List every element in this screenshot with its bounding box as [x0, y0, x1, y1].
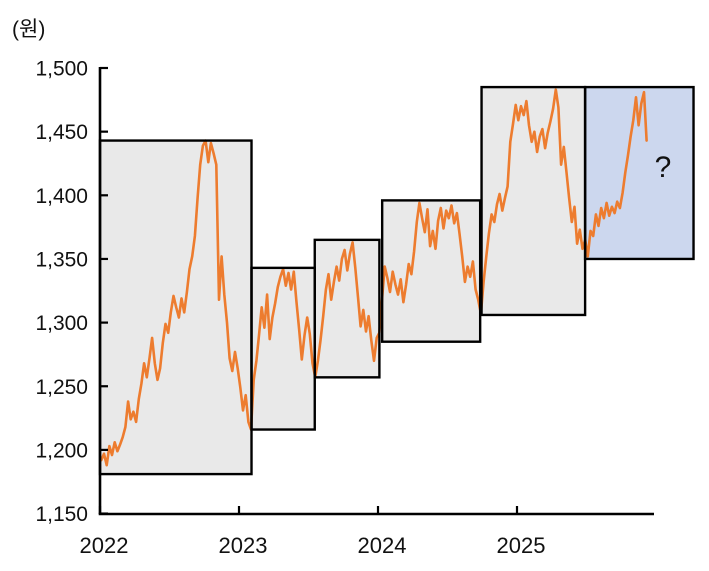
range-boxes-border-layer: [98, 85, 695, 476]
y-tick-label: 1,350: [35, 248, 88, 271]
x-tick-label: 2025: [497, 533, 546, 558]
y-tick-label: 1,400: [35, 185, 88, 208]
x-tick-label: 2022: [80, 533, 129, 558]
x-axis: 2022 2023 2024 2025: [80, 506, 654, 558]
x-tick-label: 2024: [358, 533, 407, 558]
y-tick-label: 1,200: [35, 439, 88, 462]
range-2023-h2-border: [313, 238, 381, 379]
y-axis-unit-label: (원): [12, 18, 45, 41]
y-tick-label: 1,250: [35, 376, 88, 399]
range-2024-fill: [382, 200, 481, 342]
exchange-rate-line: [100, 88, 648, 467]
x-tick-label: 2023: [219, 533, 268, 558]
forecast-question-mark: ?: [655, 151, 672, 184]
y-tick-label: 1,150: [35, 503, 88, 526]
range-2023-h1-fill: [251, 267, 315, 430]
y-axis: 1,150 1,200 1,250 1,300 1,350 1,400 1,450 1,500: [35, 58, 108, 526]
range-2024-border: [380, 199, 482, 343]
range-forecast-border: [583, 85, 695, 261]
y-tick-label: 1,300: [35, 312, 88, 335]
y-tick-label: 1,450: [35, 121, 88, 144]
y-tick-label: 1,500: [35, 58, 88, 81]
